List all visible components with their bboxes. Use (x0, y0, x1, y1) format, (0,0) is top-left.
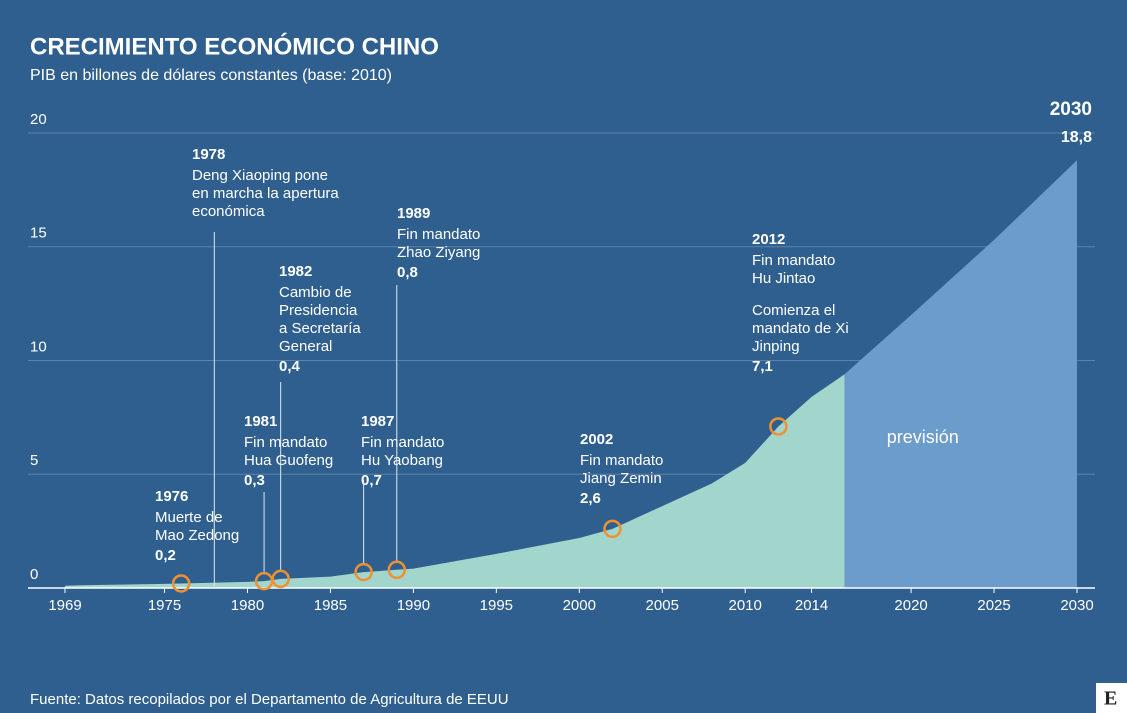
event-text: Fin mandato (752, 252, 835, 269)
x-tick-label: 2005 (646, 597, 679, 614)
y-tick-label: 10 (30, 338, 47, 355)
event-year: 1978 (192, 146, 225, 163)
event-text: Hu Yaobang (361, 452, 443, 469)
x-tick-label: 2030 (1060, 597, 1093, 614)
event-text: Presidencia (279, 302, 358, 319)
event-text: en marcha la apertura (192, 185, 339, 202)
forecast-label: previsión (887, 427, 959, 447)
logo-box (1096, 683, 1127, 713)
event-year: 2030 (1050, 99, 1092, 120)
value-label: 0,7 (361, 472, 382, 489)
y-tick-label: 20 (30, 111, 47, 128)
event-text: Mao Zedong (155, 527, 239, 544)
chart-title: CRECIMIENTO ECONÓMICO CHINO (30, 32, 439, 60)
event-text: Cambio de (279, 284, 352, 301)
event-year: 1976 (155, 488, 188, 505)
chart-subtitle: PIB en billones de dólares constantes (b… (30, 67, 392, 84)
value-label: 0,3 (244, 472, 265, 489)
event-point (769, 417, 788, 436)
event-year: 1982 (279, 263, 312, 280)
event-text: Zhao Ziyang (397, 244, 480, 261)
event-text: Fin mandato (361, 434, 444, 451)
value-label: 18,8 (1061, 129, 1092, 146)
event-text: General (279, 338, 332, 355)
x-tick-label: 1980 (231, 597, 264, 614)
history-area (65, 374, 845, 588)
event-text: mandato de Xi (752, 320, 849, 337)
event-point (354, 562, 373, 582)
y-tick-label: 15 (30, 225, 47, 242)
event-text: Deng Xiaoping pone (192, 167, 328, 184)
x-tick-label: 2020 (894, 597, 927, 614)
y-tick-label: 5 (30, 452, 38, 469)
event-text: Fin mandato (397, 226, 480, 243)
x-tick-label: 2014 (795, 597, 828, 614)
forecast-area (844, 160, 1077, 589)
event-year: 1989 (397, 205, 430, 222)
event-text: económica (192, 203, 265, 220)
source: Fuente: Datos recopilados por el Departa… (30, 691, 509, 708)
event-text: Jinping (752, 338, 800, 355)
x-tick-label: 1990 (397, 597, 430, 614)
value-label: 7,1 (752, 358, 773, 375)
event-year: 1981 (244, 413, 277, 430)
event-text: Hua Guofeng (244, 452, 333, 469)
x-tick-label: 1975 (148, 597, 181, 614)
event-text: Jiang Zemin (580, 470, 662, 487)
event-point (271, 569, 290, 589)
x-tick-label: 2010 (729, 597, 762, 614)
x-tick-label: 1969 (48, 597, 81, 614)
y-tick-label: 0 (30, 566, 38, 583)
value-label: 0,4 (279, 358, 301, 375)
x-tick-label: 2000 (563, 597, 596, 614)
event-text: Comienza el (752, 302, 835, 319)
value-label: 2,6 (580, 490, 601, 507)
logo: E (1104, 688, 1117, 710)
x-tick-label: 1985 (314, 597, 347, 614)
event-year: 2012 (752, 231, 785, 248)
event-year: 2002 (580, 431, 613, 448)
event-year: 1987 (361, 413, 394, 430)
event-text: Fin mandato (580, 452, 663, 469)
event-text: Hu Jintao (752, 270, 815, 287)
x-tick-label: 1995 (480, 597, 513, 614)
event-text: a Secretaría (279, 320, 361, 337)
event-point (387, 560, 407, 580)
event-point (603, 519, 622, 539)
event-text: Fin mandato (244, 434, 327, 451)
event-text: Muerte de (155, 509, 223, 526)
x-tick-label: 2025 (977, 597, 1010, 614)
value-label: 0,8 (397, 264, 418, 281)
value-label: 0,2 (155, 547, 176, 564)
event-point (171, 574, 191, 593)
